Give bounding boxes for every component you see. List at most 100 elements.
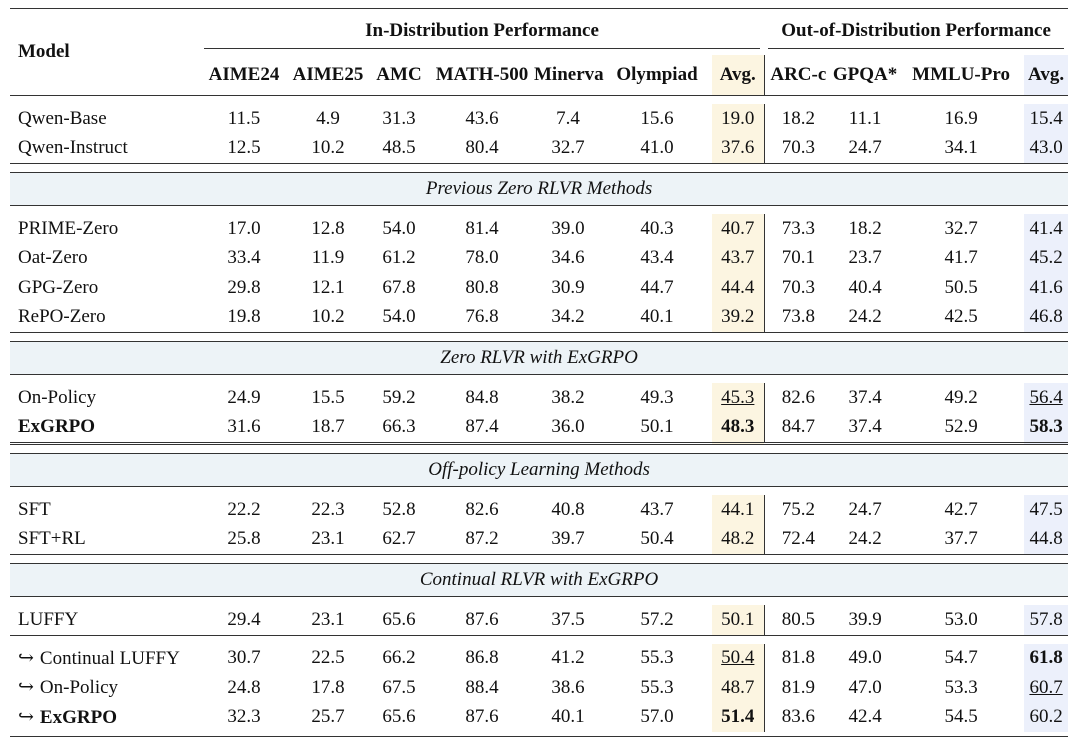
cell-value: 66.3 [382, 416, 416, 438]
cell: 52.9 [898, 413, 1024, 444]
cell: 34.1 [898, 134, 1024, 164]
cell: 12.1 [288, 273, 368, 303]
cell-value: 18.7 [311, 416, 345, 438]
row-name: Qwen-Instruct [10, 134, 200, 164]
cell-value: 37.4 [848, 386, 882, 408]
cell: 40.3 [602, 214, 712, 244]
cell: 54.0 [368, 214, 430, 244]
row-name: RePO-Zero [10, 303, 200, 333]
cell-value: 49.0 [848, 647, 882, 669]
cell: 31.3 [368, 104, 430, 134]
cell: 78.0 [430, 244, 534, 274]
data-row: ↪ ExGRPO 32.3 25.7 65.6 87.6 40.1 57.0 51.4 83.6 4… [10, 702, 1069, 732]
row-label: SFT+RL [18, 528, 86, 550]
cell-value: 7.4 [556, 107, 580, 129]
cell: 55.3 [602, 673, 712, 703]
cell: 10.2 [288, 134, 368, 164]
cell: 73.8 [764, 303, 832, 333]
group-header-row: Model In-Distribution Performance Out-of-D… [10, 8, 1069, 62]
group-header: In-Distribution Performance [200, 9, 764, 56]
cell-value: 16.9 [944, 107, 978, 129]
row-name: Qwen-Base [10, 104, 200, 134]
row-label: On-Policy [18, 386, 97, 408]
cell: 24.2 [832, 303, 898, 333]
separator [10, 206, 1068, 215]
cell: 10.2 [288, 303, 368, 333]
cell: 87.4 [430, 413, 534, 444]
cell: 18.7 [288, 413, 368, 444]
cell: 46.8 [1024, 302, 1069, 333]
cell-value: 40.8 [551, 498, 585, 520]
cell: 57.2 [602, 605, 712, 635]
cell: 49.0 [832, 644, 898, 674]
cell: 84.8 [430, 383, 534, 413]
cell-value: 61.8 [1029, 647, 1063, 669]
cell: 53.3 [898, 673, 1024, 703]
section-row: Zero RLVR with ExGRPO [10, 341, 1069, 375]
cell: 43.6 [430, 104, 534, 134]
cell: 60.2 [1024, 702, 1069, 732]
cell: 16.9 [898, 104, 1024, 134]
cell: 75.2 [764, 495, 832, 525]
cell-value: 55.3 [640, 647, 674, 669]
cell-value: 49.2 [944, 386, 978, 408]
cell-value: 50.4 [721, 647, 755, 669]
cell-value: 24.7 [848, 498, 882, 520]
cell: 70.3 [764, 273, 832, 303]
cell-value: 41.7 [944, 247, 978, 269]
cell-value: 86.8 [465, 647, 499, 669]
cell: 37.5 [534, 605, 602, 635]
row-label: ExGRPO [39, 706, 117, 728]
cell: 41.0 [602, 134, 712, 164]
cell: 38.6 [534, 673, 602, 703]
cell-value: 88.4 [465, 676, 499, 698]
cell: 23.1 [288, 605, 368, 635]
cell-value: 43.7 [721, 247, 755, 269]
row-label: Oat-Zero [18, 247, 88, 269]
cell-value: 58.3 [1029, 416, 1063, 438]
cell: 80.4 [430, 134, 534, 164]
cell: 44.4 [712, 273, 765, 303]
row-prefix: ↪ [18, 677, 34, 699]
cell: 70.3 [764, 134, 832, 164]
row-name: LUFFY [10, 605, 200, 635]
cell-value: 62.7 [382, 528, 416, 550]
column-header: MATH-500 [435, 64, 529, 85]
cell: 60.7 [1024, 673, 1069, 703]
cell-value: 47.5 [1029, 498, 1063, 520]
model-header: Model [18, 41, 70, 62]
table-header: Model In-Distribution Performance Out-of-D… [10, 8, 1069, 96]
cell-value: 24.8 [227, 676, 261, 698]
cell: 41.7 [898, 244, 1024, 274]
cell: 34.6 [534, 244, 602, 274]
cell-value: 18.2 [848, 217, 882, 239]
cell-value: 46.8 [1029, 306, 1063, 328]
cell-value: 57.0 [640, 706, 674, 728]
separator [10, 163, 1069, 173]
cell-value: 48.7 [721, 676, 755, 698]
cell: 37.6 [712, 133, 765, 164]
cell-value: 24.2 [848, 528, 882, 550]
cell-value: 11.9 [311, 247, 345, 269]
cell-value: 15.5 [311, 386, 345, 408]
separator-cell [10, 96, 1068, 105]
cell: 11.9 [288, 244, 368, 274]
cell: 15.6 [602, 104, 712, 134]
cell: 44.8 [1024, 524, 1069, 555]
cell: 24.7 [832, 134, 898, 164]
section-row: Off-policy Learning Methods [10, 453, 1069, 487]
row-name: ExGRPO [10, 413, 200, 444]
cell-value: 15.4 [1029, 107, 1063, 129]
cell: 84.7 [764, 413, 832, 444]
cell-value: 70.3 [781, 276, 815, 298]
row-label: SFT [18, 498, 51, 520]
cell-value: 41.2 [551, 647, 585, 669]
cell-value: 72.4 [781, 528, 815, 550]
cell-value: 24.9 [227, 386, 261, 408]
cell: 43.7 [602, 495, 712, 525]
separator-cell [10, 487, 1068, 496]
cell: 66.3 [368, 413, 430, 444]
cell: 49.2 [898, 383, 1024, 413]
group-label: Out-of-Distribution Performance [768, 20, 1065, 49]
